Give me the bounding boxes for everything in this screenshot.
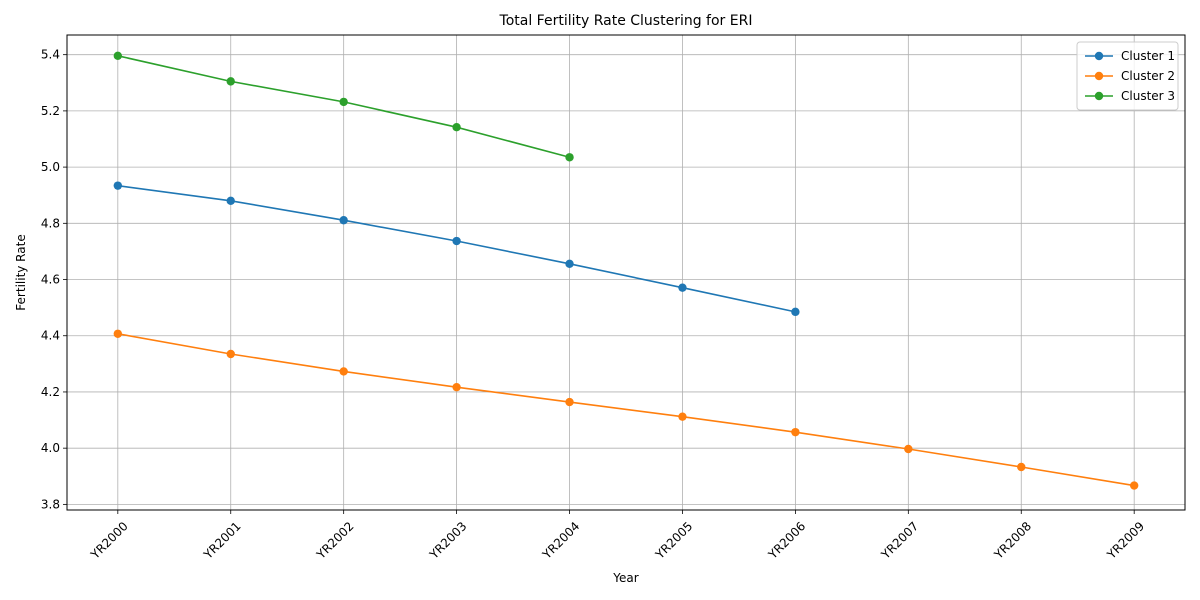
data-point <box>565 397 574 407</box>
data-point <box>113 51 123 60</box>
series-lines <box>113 51 1139 490</box>
data-point <box>791 307 800 317</box>
data-point <box>226 349 235 359</box>
legend-label: Cluster 3 <box>1121 89 1175 103</box>
y-tick-label: 4.2 <box>41 385 60 399</box>
y-tick-label: 4.8 <box>41 216 60 230</box>
data-point <box>226 196 235 206</box>
data-point <box>1017 462 1026 472</box>
data-point <box>565 259 574 268</box>
y-tick-label: 5.4 <box>41 48 60 62</box>
legend-swatch-marker <box>1094 71 1104 81</box>
y-tick-label: 4.6 <box>41 273 60 287</box>
plot-area-frame <box>66 34 1186 511</box>
data-point <box>565 153 574 162</box>
data-point <box>678 283 687 292</box>
y-tick-label: 5.0 <box>41 160 60 174</box>
data-point <box>226 77 235 86</box>
data-point <box>1129 481 1139 490</box>
data-point <box>452 122 461 132</box>
legend-label: Cluster 2 <box>1121 69 1175 83</box>
data-point <box>113 329 123 338</box>
data-point <box>452 236 461 246</box>
data-point <box>339 97 348 107</box>
series-line <box>117 332 1135 487</box>
x-axis-title: Year <box>612 571 638 585</box>
data-point <box>339 216 348 225</box>
y-tick-label: 4.0 <box>41 441 60 455</box>
y-tick-label: 3.8 <box>41 497 60 511</box>
data-point <box>452 382 461 392</box>
legend-box <box>1076 41 1179 111</box>
chart-title: Total Fertility Rate Clustering for ERI <box>499 13 753 29</box>
data-point <box>678 412 687 421</box>
y-tick-label: 5.2 <box>41 104 60 118</box>
data-point <box>791 427 800 437</box>
data-point <box>904 444 913 454</box>
legend-swatch-marker <box>1094 91 1104 101</box>
data-point <box>339 367 348 376</box>
legend: Cluster 1 Cluster 2 Cluster 3 <box>1076 41 1179 111</box>
legend-label: Cluster 1 <box>1121 49 1175 63</box>
y-axis-title: Fertility Rate <box>14 234 28 310</box>
legend-swatch-marker <box>1094 51 1104 61</box>
y-tick-label: 4.4 <box>41 329 60 343</box>
data-point <box>113 181 123 190</box>
grid <box>67 35 1185 510</box>
